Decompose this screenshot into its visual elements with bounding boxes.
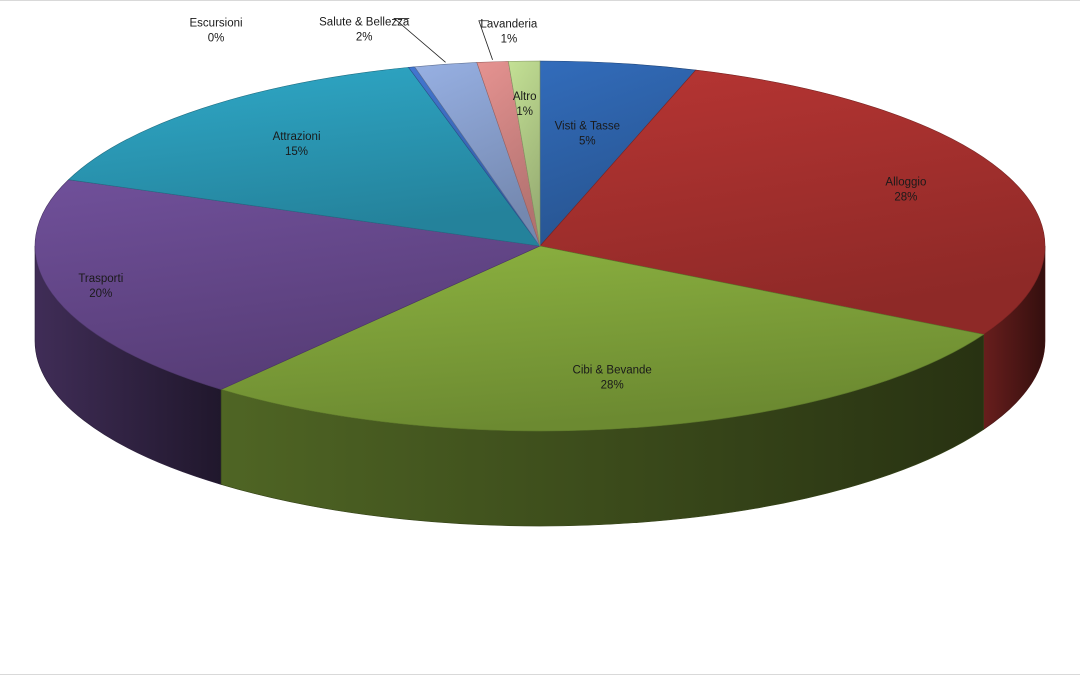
label-percent: 1% <box>501 34 518 46</box>
label-altro: Altro 1% <box>513 91 537 118</box>
label-name: Escursioni <box>190 17 243 29</box>
label-name: Altro <box>513 91 537 103</box>
label-name: Trasporti <box>78 273 123 285</box>
pie-slice-attrazioni[interactable] <box>67 67 541 247</box>
pie-slice-altro[interactable] <box>507 60 541 247</box>
label-percent: 0% <box>208 32 225 44</box>
leader-line-salute-and-bellezza <box>393 18 446 63</box>
label-percent: 5% <box>579 135 596 147</box>
label-percent: 15% <box>285 146 308 158</box>
label-name: Alloggio <box>885 177 926 189</box>
label-cibi-and-bevande: Cibi & Bevande 28% <box>573 364 652 391</box>
label-percent: 1% <box>516 106 533 118</box>
label-name: Lavanderia <box>480 19 538 31</box>
label-name: Salute & Bellezza <box>319 16 410 28</box>
pie-slice-alloggio[interactable] <box>539 69 1046 335</box>
label-name: Visti & Tasse <box>555 120 620 132</box>
label-name: Cibi & Bevande <box>573 364 652 376</box>
label-percent: 28% <box>601 379 624 391</box>
pie-slice-cibi-and-bevande[interactable] <box>220 245 985 432</box>
label-lavanderia: Lavanderia 1% <box>480 19 538 46</box>
label-trasporti: Trasporti 20% <box>78 273 123 300</box>
label-attrazioni: Attrazioni 15% <box>273 131 321 158</box>
label-name: Attrazioni <box>273 131 321 143</box>
label-percent: 28% <box>894 192 917 204</box>
label-alloggio: Alloggio 28% <box>885 177 926 204</box>
pie-slice-trasporti[interactable] <box>34 179 542 390</box>
leader-line-lavanderia <box>478 20 493 60</box>
label-percent: 2% <box>356 31 373 43</box>
label-percent: 20% <box>89 288 112 300</box>
pie-slice-visti-and-tasse[interactable] <box>539 60 697 247</box>
label-visti-and-tasse: Visti & Tasse 5% <box>555 120 620 147</box>
label-salute-and-bellezza: Salute & Bellezza 2% <box>319 16 410 43</box>
label-escursioni: Escursioni 0% <box>190 17 243 44</box>
